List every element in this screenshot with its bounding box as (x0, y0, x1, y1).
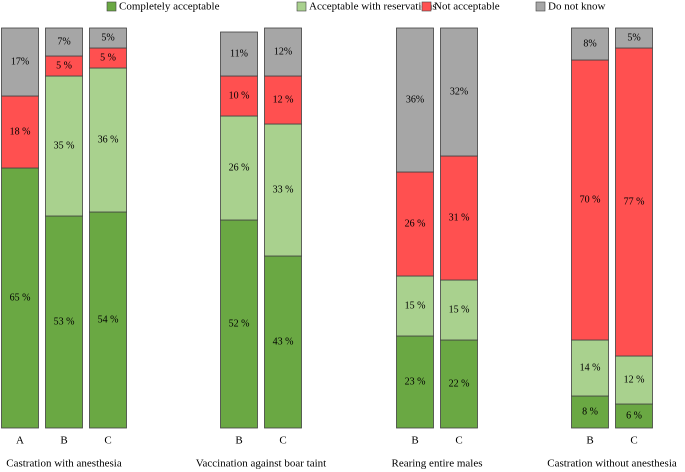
value-label: 8% (583, 38, 596, 49)
value-label: 32% (450, 86, 468, 97)
value-label: 15 % (405, 300, 426, 311)
bar-segment (571, 59, 609, 341)
x-tick-label: B (586, 435, 593, 447)
legend-label: Not acceptable (434, 1, 500, 13)
bar-segment (396, 171, 434, 277)
bar-segment (571, 339, 609, 397)
legend-label: Do not know (548, 1, 606, 13)
bar-segment (440, 27, 478, 157)
value-label: 5% (627, 32, 640, 43)
value-label: 18 % (10, 126, 31, 137)
bar-segment (45, 75, 83, 217)
value-label: 53 % (54, 316, 75, 327)
bar-segment (89, 211, 127, 429)
bar-segment (440, 279, 478, 341)
value-label: 65 % (10, 292, 31, 303)
value-label: 23 % (405, 376, 426, 387)
group-label: Vaccination against boar taint (196, 458, 326, 470)
value-label: 31 % (449, 212, 470, 223)
bar-segment (220, 31, 258, 77)
value-label: 36 % (98, 134, 119, 145)
value-label: 36% (406, 94, 424, 105)
bar-segment (571, 27, 609, 61)
x-tick-label: A (16, 435, 24, 447)
value-label: 15 % (449, 304, 470, 315)
value-label: 43 % (273, 336, 294, 347)
bar-segment (440, 339, 478, 429)
value-label: 6 % (626, 410, 642, 421)
value-label: 12% (274, 46, 292, 57)
bar-segment (1, 95, 39, 169)
bar-segment (1, 27, 39, 97)
bar-segment (396, 27, 434, 173)
value-label: 26 % (229, 162, 250, 173)
bar-segment (45, 27, 83, 57)
bar-segment (396, 275, 434, 337)
legend-swatch (535, 1, 546, 12)
value-label: 70 % (580, 194, 601, 205)
bar-segment (264, 27, 302, 77)
value-label: 12 % (273, 94, 294, 105)
value-label: 5% (101, 32, 114, 43)
x-tick-label: C (279, 435, 286, 447)
bar-segment (89, 67, 127, 213)
group-label: Castration without anesthesia (547, 458, 677, 470)
bar-segment (440, 155, 478, 281)
legend-swatch (296, 1, 307, 12)
bar-segment (1, 167, 39, 429)
value-label: 5 % (100, 52, 116, 63)
x-tick-label: C (455, 435, 462, 447)
x-tick-label: C (104, 435, 111, 447)
x-tick-label: C (630, 435, 637, 447)
value-label: 7% (57, 36, 70, 47)
value-label: 5 % (56, 60, 72, 71)
value-label: 26 % (405, 218, 426, 229)
bar-segment (264, 75, 302, 125)
value-label: 14 % (580, 362, 601, 373)
legend-label: Acceptable with reservations (309, 1, 437, 13)
legend-swatch (106, 1, 117, 12)
legend-swatch (421, 1, 432, 12)
value-label: 54 % (98, 314, 119, 325)
x-tick-label: B (411, 435, 418, 447)
bar-segment (264, 123, 302, 257)
value-label: 11% (230, 48, 248, 59)
bar-segment (89, 27, 127, 49)
x-tick-label: B (235, 435, 242, 447)
value-label: 10 % (229, 90, 250, 101)
group-label: Rearing entire males (391, 458, 482, 470)
bar-segment (45, 215, 83, 429)
bar-segment (396, 335, 434, 429)
bar-segment (615, 47, 653, 357)
x-tick-label: B (60, 435, 67, 447)
value-label: 52 % (229, 318, 250, 329)
value-label: 8 % (582, 406, 598, 417)
value-label: 22 % (449, 378, 470, 389)
group-label: Castration with anesthesia (6, 458, 122, 470)
legend-label: Completely acceptable (119, 1, 220, 13)
value-label: 77 % (624, 196, 645, 207)
bar-segment (264, 255, 302, 429)
bar-segment (615, 27, 653, 49)
value-label: 12 % (624, 374, 645, 385)
value-label: 17% (11, 56, 29, 67)
value-label: 33 % (273, 184, 294, 195)
value-label: 35 % (54, 140, 75, 151)
bar-segment (615, 403, 653, 429)
bar-segment (220, 115, 258, 221)
bar-segment (571, 395, 609, 429)
bar-segment (220, 219, 258, 429)
